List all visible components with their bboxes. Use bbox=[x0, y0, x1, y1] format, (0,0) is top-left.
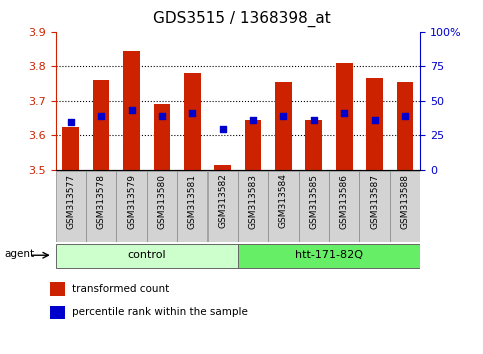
Bar bbox=[366, 79, 383, 170]
Bar bbox=[56, 171, 86, 242]
Bar bbox=[154, 104, 170, 170]
Point bbox=[341, 110, 348, 116]
Text: percentile rank within the sample: percentile rank within the sample bbox=[72, 307, 248, 318]
Text: GSM313580: GSM313580 bbox=[157, 173, 167, 229]
Text: GSM313577: GSM313577 bbox=[66, 173, 75, 229]
Bar bbox=[238, 171, 268, 242]
Text: GSM313587: GSM313587 bbox=[370, 173, 379, 229]
Bar bbox=[298, 171, 329, 242]
Bar bbox=[268, 171, 298, 242]
Bar bbox=[305, 120, 322, 170]
Bar bbox=[123, 51, 140, 170]
Point bbox=[401, 114, 409, 119]
Text: GSM313588: GSM313588 bbox=[400, 173, 410, 229]
Bar bbox=[62, 127, 79, 170]
Text: GSM313582: GSM313582 bbox=[218, 173, 227, 228]
Bar bbox=[177, 171, 208, 242]
Bar bbox=[397, 82, 413, 170]
Bar bbox=[184, 73, 200, 170]
Text: GDS3515 / 1368398_at: GDS3515 / 1368398_at bbox=[153, 11, 330, 27]
Bar bbox=[86, 171, 116, 242]
Bar bbox=[93, 80, 110, 170]
Text: GSM313578: GSM313578 bbox=[97, 173, 106, 229]
Bar bbox=[214, 165, 231, 170]
Bar bbox=[390, 171, 420, 242]
Point bbox=[67, 119, 74, 125]
Bar bbox=[50, 282, 65, 296]
Text: GSM313583: GSM313583 bbox=[249, 173, 257, 229]
Text: transformed count: transformed count bbox=[72, 284, 170, 295]
Text: control: control bbox=[128, 250, 166, 260]
Point bbox=[219, 126, 227, 131]
Point bbox=[310, 117, 318, 123]
Text: GSM313585: GSM313585 bbox=[309, 173, 318, 229]
Bar bbox=[245, 120, 261, 170]
Bar bbox=[208, 171, 238, 242]
Bar bbox=[336, 63, 353, 170]
Text: GSM313584: GSM313584 bbox=[279, 173, 288, 228]
Bar bbox=[116, 171, 147, 242]
Text: GSM313586: GSM313586 bbox=[340, 173, 349, 229]
Bar bbox=[50, 306, 65, 319]
Bar bbox=[56, 244, 238, 268]
Point bbox=[158, 114, 166, 119]
Text: htt-171-82Q: htt-171-82Q bbox=[295, 250, 363, 260]
Bar bbox=[275, 82, 292, 170]
Point bbox=[249, 117, 257, 123]
Bar bbox=[329, 171, 359, 242]
Point bbox=[188, 110, 196, 116]
Bar bbox=[238, 244, 420, 268]
Bar bbox=[147, 171, 177, 242]
Point bbox=[371, 117, 379, 123]
Bar bbox=[359, 171, 390, 242]
Point bbox=[128, 107, 135, 112]
Text: agent: agent bbox=[4, 250, 35, 259]
Text: GSM313579: GSM313579 bbox=[127, 173, 136, 229]
Text: GSM313581: GSM313581 bbox=[188, 173, 197, 229]
Point bbox=[97, 114, 105, 119]
Point bbox=[280, 114, 287, 119]
